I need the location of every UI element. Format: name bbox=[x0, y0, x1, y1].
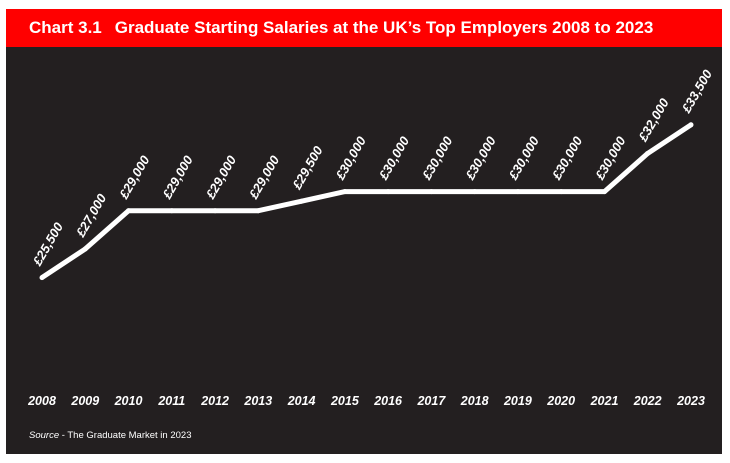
x-tick-label-2010: 2010 bbox=[114, 394, 143, 408]
data-label-2015: £30,000 bbox=[332, 133, 369, 183]
data-point-2011 bbox=[169, 208, 175, 214]
x-tick-label-2018: 2018 bbox=[460, 394, 489, 408]
data-label-2019: £30,000 bbox=[505, 133, 542, 183]
x-tick-label-2017: 2017 bbox=[416, 394, 446, 408]
x-tick-label-2012: 2012 bbox=[200, 394, 229, 408]
source-note: Source - The Graduate Market in 2023 bbox=[29, 430, 191, 441]
data-label-2011: £29,000 bbox=[159, 152, 196, 202]
data-label-2018: £30,000 bbox=[462, 133, 499, 183]
salary-line-chart: £25,500£27,000£29,000 £29,000 £29,000 £29,0… bbox=[27, 66, 715, 408]
data-point-2019 bbox=[515, 189, 521, 195]
x-tick-label-2020: 2020 bbox=[546, 394, 575, 408]
source-text: - The Graduate Market in 2023 bbox=[59, 430, 192, 441]
data-point-2023 bbox=[688, 122, 694, 128]
data-point-2021 bbox=[602, 189, 607, 195]
data-label-2013: £29,000 bbox=[245, 152, 282, 202]
data-label-2023: £33,500 bbox=[678, 66, 715, 116]
x-tick-label-2014: 2014 bbox=[287, 394, 316, 408]
x-tick-label-2022: 2022 bbox=[633, 394, 662, 408]
source-label: Source bbox=[29, 430, 60, 441]
x-tick-label-2021: 2021 bbox=[590, 394, 619, 408]
data-point-2012 bbox=[212, 208, 218, 214]
data-point-2016 bbox=[385, 189, 391, 195]
data-point-2009 bbox=[82, 246, 88, 252]
data-point-2013 bbox=[255, 208, 261, 214]
data-label-2012: £29,000 bbox=[202, 152, 239, 202]
data-point-2008 bbox=[39, 275, 45, 281]
data-label-2017: £30,000 bbox=[419, 133, 456, 183]
chart-number: Chart 3.1 bbox=[29, 18, 102, 37]
x-tick-label-2015: 2015 bbox=[330, 394, 360, 408]
x-tick-label-2008: 2008 bbox=[27, 394, 56, 408]
data-point-2014 bbox=[299, 198, 305, 204]
chart-frame: Chart 3.1 Graduate Starting Salaries at … bbox=[6, 9, 722, 454]
salary-series-line bbox=[40, 122, 693, 280]
data-label-2014: £29,500 bbox=[289, 143, 326, 193]
data-label-2016: £30,000 bbox=[375, 133, 412, 183]
x-tick-label-2023: 2023 bbox=[676, 394, 705, 408]
x-tick-label-2019: 2019 bbox=[503, 394, 532, 408]
x-tick-label-2016: 2016 bbox=[373, 394, 403, 408]
x-tick-label-2013: 2013 bbox=[243, 394, 272, 408]
data-label-2020: £30,000 bbox=[548, 133, 585, 183]
data-label-2008: £25,500 bbox=[29, 219, 66, 269]
x-tick-label-2011: 2011 bbox=[157, 394, 185, 408]
data-point-2017 bbox=[428, 189, 434, 195]
data-point-2015 bbox=[342, 189, 348, 195]
x-tick-label-2009: 2009 bbox=[70, 394, 99, 408]
data-point-2010 bbox=[126, 208, 131, 214]
chart-title: Graduate Starting Salaries at the UK’s T… bbox=[114, 18, 654, 37]
data-point-2022 bbox=[645, 150, 651, 156]
data-label-2010: £29,000 bbox=[116, 152, 153, 202]
data-point-2020 bbox=[558, 189, 564, 195]
chart-header: Chart 3.1 Graduate Starting Salaries at … bbox=[6, 9, 722, 47]
data-point-2018 bbox=[472, 189, 478, 195]
data-label-2022: £32,000 bbox=[635, 95, 672, 145]
